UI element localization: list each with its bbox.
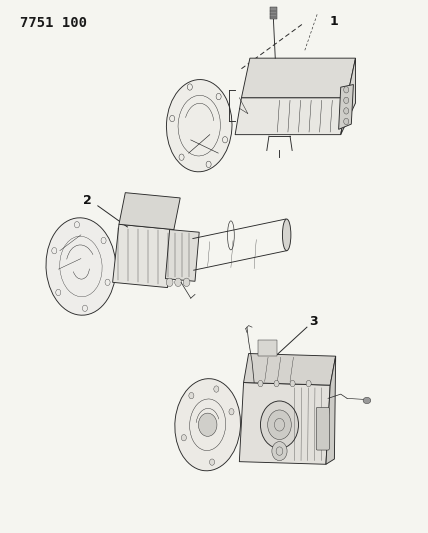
Circle shape — [223, 136, 228, 143]
Bar — [270, 7, 276, 19]
Bar — [259, 341, 277, 356]
Polygon shape — [341, 58, 356, 135]
Circle shape — [166, 278, 173, 287]
Polygon shape — [119, 192, 180, 230]
Circle shape — [56, 289, 61, 296]
Text: 7751 100: 7751 100 — [20, 16, 87, 30]
Polygon shape — [235, 98, 347, 135]
Circle shape — [268, 410, 291, 440]
Polygon shape — [244, 353, 336, 385]
FancyBboxPatch shape — [316, 407, 329, 450]
Circle shape — [344, 118, 349, 125]
Circle shape — [189, 392, 194, 399]
Circle shape — [344, 97, 349, 103]
Circle shape — [181, 434, 186, 441]
Circle shape — [175, 278, 181, 287]
Circle shape — [272, 442, 287, 461]
Ellipse shape — [46, 218, 116, 315]
Circle shape — [187, 84, 192, 90]
Circle shape — [229, 409, 234, 415]
Polygon shape — [113, 224, 174, 288]
Circle shape — [74, 222, 80, 228]
Circle shape — [290, 381, 295, 387]
Circle shape — [258, 381, 263, 387]
Polygon shape — [239, 383, 330, 464]
Circle shape — [179, 154, 184, 160]
Text: 2: 2 — [83, 194, 92, 207]
Circle shape — [52, 247, 57, 254]
Polygon shape — [339, 85, 354, 130]
Circle shape — [344, 108, 349, 114]
Circle shape — [169, 115, 175, 122]
Circle shape — [101, 237, 106, 244]
Ellipse shape — [363, 397, 371, 403]
Ellipse shape — [282, 219, 291, 251]
Circle shape — [105, 279, 110, 286]
Circle shape — [306, 381, 311, 387]
Circle shape — [214, 386, 219, 392]
Circle shape — [210, 459, 214, 465]
Circle shape — [344, 87, 349, 93]
Circle shape — [274, 381, 279, 387]
Polygon shape — [326, 356, 336, 464]
Ellipse shape — [166, 79, 232, 172]
Polygon shape — [241, 58, 356, 98]
Ellipse shape — [175, 378, 241, 471]
Polygon shape — [165, 230, 199, 281]
Circle shape — [183, 278, 190, 287]
Circle shape — [206, 161, 211, 167]
Circle shape — [216, 93, 221, 100]
Circle shape — [261, 401, 298, 448]
Circle shape — [83, 305, 87, 311]
Text: 3: 3 — [309, 316, 318, 328]
Text: 1: 1 — [330, 15, 339, 28]
Circle shape — [198, 413, 217, 437]
